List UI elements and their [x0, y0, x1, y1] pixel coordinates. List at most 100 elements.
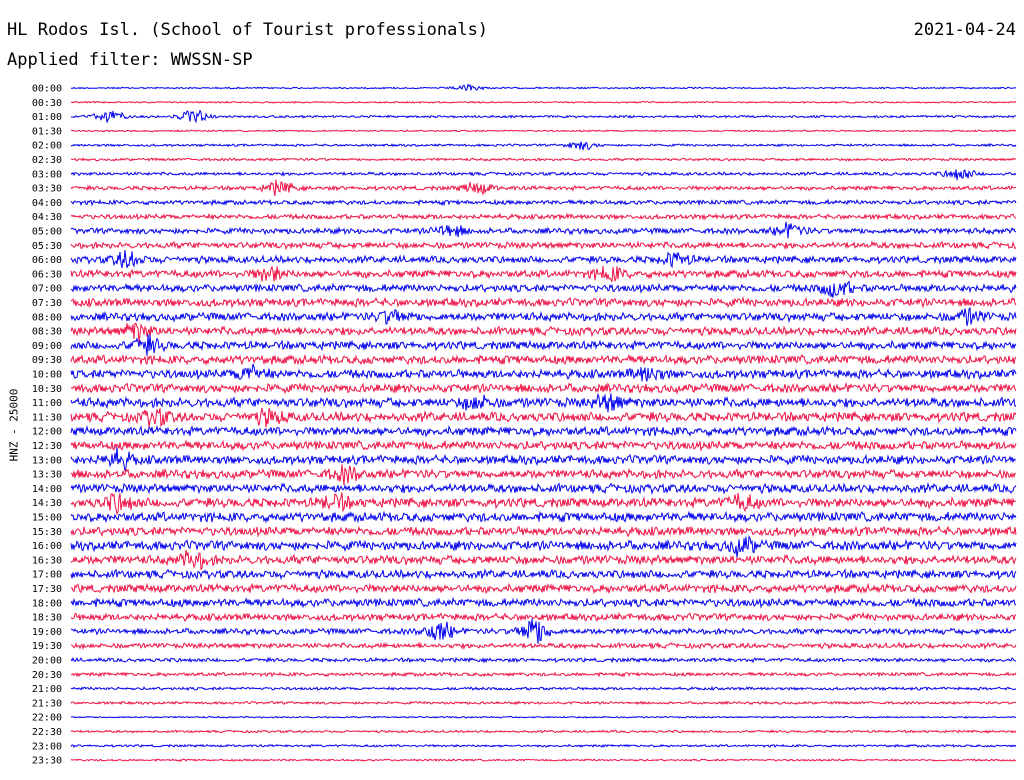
trace-0400 — [70, 198, 1017, 207]
trace-0230 — [70, 157, 1017, 162]
time-label: 18:30 — [32, 613, 62, 624]
trace-1200 — [70, 424, 1017, 438]
time-label: 06:30 — [32, 269, 62, 280]
trace-1800 — [70, 596, 1017, 609]
trace-2200 — [70, 715, 1017, 719]
trace-0900 — [70, 334, 1017, 356]
trace-2330 — [70, 758, 1017, 762]
trace-1900 — [70, 618, 1017, 644]
trace-1400 — [70, 482, 1017, 496]
trace-2300 — [70, 743, 1017, 748]
time-label: 04:00 — [32, 198, 62, 209]
time-label: 09:30 — [32, 355, 62, 366]
trace-2000 — [70, 656, 1017, 664]
trace-1230 — [70, 439, 1017, 452]
trace-1930 — [70, 641, 1017, 651]
time-label: 12:30 — [32, 441, 62, 452]
time-label: 20:30 — [32, 670, 62, 681]
time-label: 00:00 — [32, 84, 62, 95]
time-label: 22:00 — [32, 713, 62, 724]
time-label: 21:30 — [32, 698, 62, 709]
trace-1430 — [70, 492, 1017, 516]
time-label: 09:00 — [32, 341, 62, 352]
trace-0830 — [70, 323, 1017, 342]
time-label: 22:30 — [32, 727, 62, 738]
time-label: 02:00 — [32, 141, 62, 152]
trace-1100 — [70, 392, 1017, 413]
time-label: 10:30 — [32, 384, 62, 395]
time-label: 11:30 — [32, 412, 62, 423]
trace-2230 — [70, 729, 1017, 734]
trace-1700 — [70, 568, 1017, 581]
trace-0130 — [70, 129, 1017, 133]
trace-0800 — [70, 306, 1017, 327]
trace-1530 — [70, 525, 1017, 538]
time-label: 04:30 — [32, 212, 62, 223]
trace-2130 — [70, 700, 1017, 706]
record-date: 2021-04-24 — [913, 20, 1016, 40]
trace-0030 — [71, 100, 1017, 104]
trace-2030 — [70, 671, 1017, 678]
time-label: 19:30 — [32, 641, 62, 652]
trace-0930 — [70, 353, 1017, 366]
time-label: 14:30 — [32, 498, 62, 509]
time-label: 07:30 — [32, 298, 62, 309]
trace-0430 — [70, 212, 1017, 221]
trace-1500 — [70, 510, 1017, 524]
time-label: 03:00 — [32, 169, 62, 180]
time-label: 14:00 — [32, 484, 62, 495]
time-label: 05:30 — [32, 241, 62, 252]
applied-filter: Applied filter: WWSSN-SP — [7, 50, 253, 70]
trace-0600 — [70, 249, 1017, 269]
time-label: 07:00 — [32, 284, 62, 295]
time-label: 06:00 — [32, 255, 62, 266]
trace-1630 — [70, 549, 1017, 571]
station-title: HL Rodos Isl. (School of Tourist profess… — [7, 20, 489, 40]
time-label: 17:30 — [32, 584, 62, 595]
time-label: 08:00 — [32, 312, 62, 323]
trace-1600 — [70, 535, 1017, 558]
trace-2100 — [70, 685, 1017, 692]
time-label: 23:30 — [32, 756, 62, 767]
time-label: 18:00 — [32, 598, 62, 609]
time-label: 13:30 — [32, 470, 62, 481]
trace-0630 — [70, 265, 1017, 283]
trace-1730 — [70, 582, 1017, 595]
time-label: 01:00 — [32, 112, 62, 123]
trace-1130 — [70, 407, 1017, 428]
time-label: 19:00 — [32, 627, 62, 638]
trace-0330 — [70, 179, 1017, 197]
time-label: 03:30 — [32, 184, 62, 195]
time-label: 20:00 — [32, 656, 62, 667]
time-label: 16:30 — [32, 555, 62, 566]
time-label: 12:00 — [32, 427, 62, 438]
time-label: 01:30 — [32, 126, 62, 137]
trace-0200 — [70, 141, 1017, 151]
time-label: 15:30 — [32, 527, 62, 538]
time-label: 17:00 — [32, 570, 62, 581]
time-label: 00:30 — [32, 98, 62, 109]
trace-0300 — [70, 169, 1017, 181]
trace-1330 — [70, 464, 1017, 486]
trace-1000 — [70, 363, 1017, 382]
time-label: 08:30 — [32, 327, 62, 338]
trace-1030 — [70, 381, 1017, 395]
time-label: 23:00 — [32, 741, 62, 752]
trace-0530 — [70, 240, 1017, 251]
time-label: 05:00 — [32, 227, 62, 238]
trace-0000 — [71, 83, 1017, 92]
trace-1300 — [70, 447, 1017, 472]
time-label: 13:00 — [32, 455, 62, 466]
time-label: 02:30 — [32, 155, 62, 166]
trace-0730 — [70, 296, 1017, 309]
trace-0100 — [70, 109, 1017, 124]
time-label: 16:00 — [32, 541, 62, 552]
time-label: 15:00 — [32, 513, 62, 524]
trace-0700 — [70, 280, 1017, 298]
time-label: 10:00 — [32, 370, 62, 381]
trace-1830 — [70, 611, 1017, 623]
trace-0500 — [70, 221, 1017, 239]
time-label: 21:00 — [32, 684, 62, 695]
time-label: 11:00 — [32, 398, 62, 409]
